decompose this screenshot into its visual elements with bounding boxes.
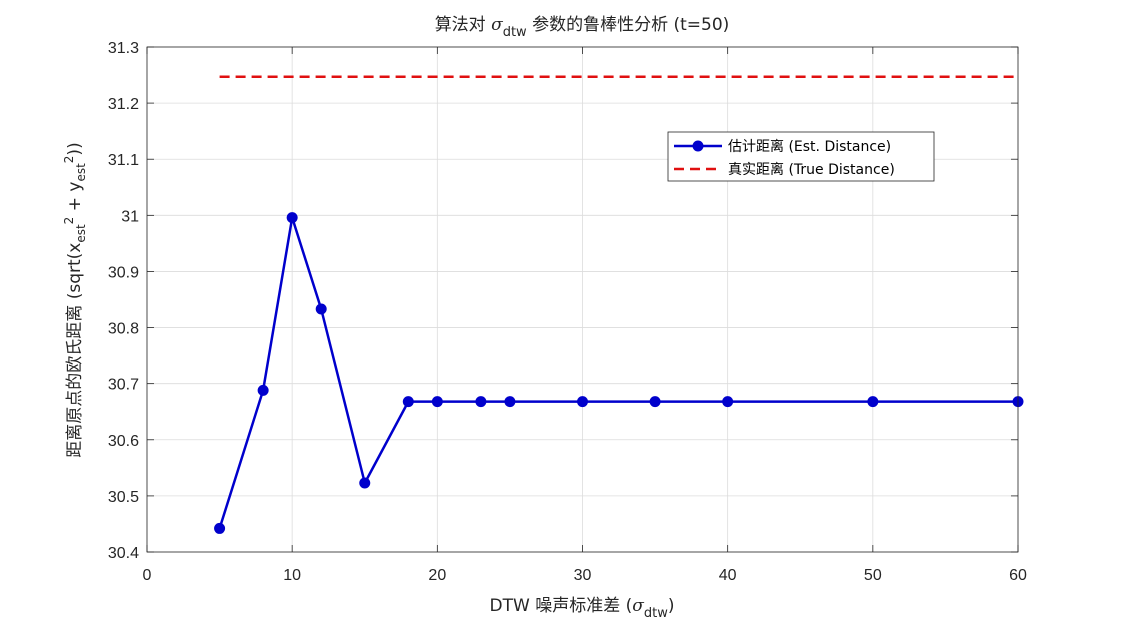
data-point [504,396,516,408]
x-tick-label: 40 [719,567,737,584]
legend: 估计距离 (Est. Distance) 真实距离 (True Distance… [667,131,935,182]
data-point [577,396,588,408]
y-tick-label: 31.3 [108,40,139,57]
data-point [315,303,327,315]
x-axis-title: DTW 噪声标准差 (σdtw) [490,596,675,621]
data-point [359,477,371,489]
series-layer [214,75,1024,534]
y-tick-label: 31 [121,208,139,225]
y-axis-title-sup1: 2 [62,217,76,225]
data-point [402,396,414,408]
legend-label-true: 真实距离 (True Distance) [728,161,895,178]
y-tick-label: 30.7 [108,377,139,394]
y-tick-label: 30.8 [108,321,139,338]
x-tick-label: 20 [428,567,446,584]
data-point [214,522,226,534]
ticks: 0 10 20 30 40 50 60 30.4 30.5 30.6 30.7 30.8 30.9 31 3… [108,40,1027,584]
x-axis-title-suffix: ) [668,596,675,616]
x-tick-label: 10 [283,567,301,584]
legend-box [667,131,935,182]
y-tick-label: 30.4 [108,545,139,562]
chart-title-subscript: dtw [503,25,527,40]
data-point [475,396,487,408]
y-tick-label: 31.1 [108,152,139,169]
x-tick-label: 0 [143,567,152,584]
data-point [867,396,879,408]
y-axis-title-part2: + y [65,182,85,217]
y-axis-title-sup2: 2 [62,156,76,164]
y-axis-title-sub2: est [74,163,88,182]
x-axis-title-subscript: dtw [644,606,668,621]
x-tick-label: 50 [864,567,882,584]
x-axis-title-prefix: DTW 噪声标准差 ( [490,596,633,616]
y-tick-label: 31.2 [108,96,139,113]
data-point [431,396,443,408]
chart-title: 算法对 σdtw 参数的鲁棒性分析 (t=50) [435,15,730,40]
data-point [257,384,269,396]
x-tick-label: 30 [574,567,592,584]
y-axis-title-part1: 距离原点的欧氏距离 (sqrt(x [65,243,85,458]
data-point [649,396,661,408]
y-axis-title-part3: )) [65,142,85,155]
data-point [286,212,298,224]
data-point [722,396,734,408]
y-axis-title: 距离原点的欧氏距离 (sqrt(xest2 + yest2)) [62,142,88,457]
chart-title-suffix: 参数的鲁棒性分析 (t=50) [527,15,730,35]
y-tick-label: 30.6 [108,433,139,450]
chart-title-prefix: 算法对 [435,15,491,35]
series-line-0 [218,216,1018,529]
x-axis-title-symbol: σ [632,596,644,616]
y-tick-label: 30.9 [108,264,139,281]
x-tick-label: 60 [1009,567,1027,584]
y-axis-title-sub1: est [74,224,88,243]
chart-title-symbol: σ [491,15,503,35]
legend-marker-est [692,140,704,152]
y-tick-label: 30.5 [108,489,139,506]
legend-label-est: 估计距离 (Est. Distance) [728,138,891,155]
